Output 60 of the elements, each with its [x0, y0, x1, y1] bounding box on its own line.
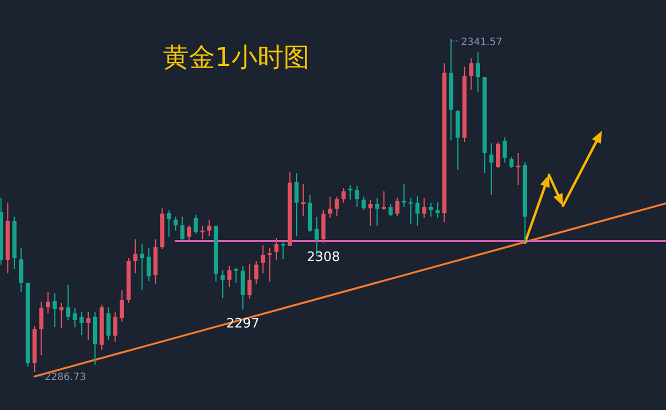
candlestick	[247, 263, 252, 300]
candlestick	[66, 284, 70, 321]
candlestick	[274, 237, 278, 260]
candlestick	[368, 199, 373, 226]
candlestick	[80, 311, 84, 336]
candlestick	[496, 141, 500, 169]
candlestick	[234, 267, 238, 284]
candlestick	[260, 244, 266, 274]
candlestick	[254, 260, 258, 285]
annotation: 2341.57	[461, 37, 502, 48]
candlestick	[469, 58, 474, 90]
candlestick	[146, 247, 151, 282]
annotation: 2286.73	[44, 372, 86, 383]
candlestick	[489, 142, 494, 196]
candlestick	[140, 243, 144, 291]
candlestick	[516, 152, 520, 186]
candlestick	[334, 196, 339, 217]
candlestick	[388, 203, 393, 217]
candlestick	[408, 197, 413, 225]
candlestick	[502, 136, 507, 164]
candlestick	[362, 196, 366, 211]
candlestick	[194, 214, 198, 234]
candlestick	[294, 172, 299, 237]
candlestick	[341, 188, 346, 204]
candlestick	[301, 183, 306, 217]
candlestick	[120, 290, 124, 322]
candlestick	[395, 197, 400, 217]
candlestick	[422, 197, 426, 219]
candlestick	[509, 156, 514, 169]
candlestick	[133, 238, 138, 274]
candlestick	[476, 52, 480, 93]
candlestick	[180, 216, 184, 240]
candlestick	[46, 291, 50, 314]
candlestick	[106, 306, 111, 341]
chart-title: 黄金1小时图	[163, 43, 310, 73]
candlestick	[200, 225, 205, 240]
candlestick	[72, 307, 77, 328]
candlestick	[220, 270, 225, 299]
candlestick	[227, 265, 232, 288]
candlestick	[268, 247, 272, 282]
candlestick	[375, 197, 380, 226]
candlestick	[402, 183, 406, 208]
candlestick	[113, 311, 118, 342]
candlestick	[354, 185, 360, 208]
candlestick	[166, 209, 172, 238]
candlestick	[281, 242, 286, 260]
candlestick	[436, 202, 440, 219]
candlestick	[86, 311, 90, 341]
annotation: 2297	[226, 316, 260, 332]
candlestick	[382, 190, 386, 211]
candlestick	[19, 247, 24, 293]
annotation: 2308	[306, 250, 340, 265]
candlestick	[415, 195, 420, 226]
candlestick	[207, 219, 212, 237]
candlestick	[59, 302, 64, 328]
candlestick	[348, 184, 352, 200]
candlestick	[39, 301, 44, 356]
candlestick	[187, 224, 192, 242]
candlestick	[428, 202, 433, 218]
candlestick	[52, 292, 57, 328]
